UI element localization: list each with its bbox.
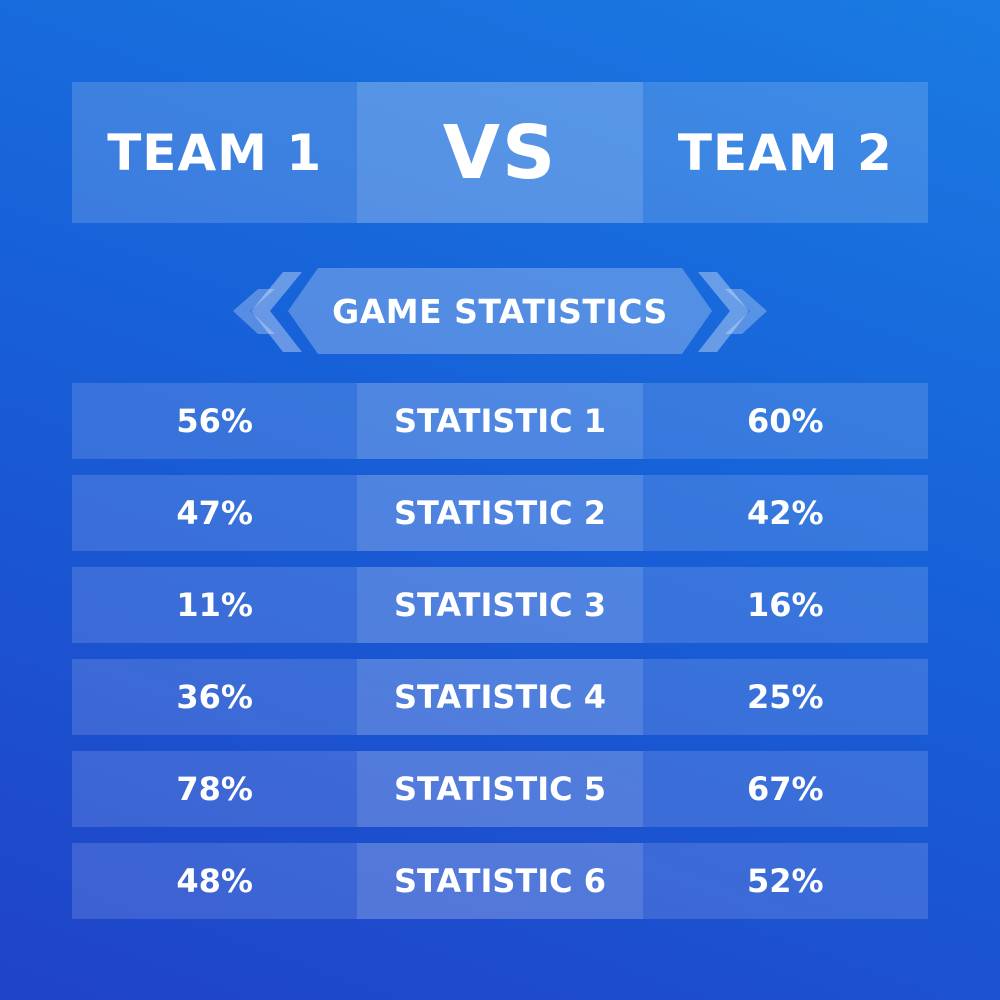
team-1-name: TEAM 1	[72, 82, 358, 223]
versus-label: VS	[357, 82, 643, 223]
table-row: 47% STATISTIC 2 42%	[72, 475, 928, 551]
chevron-right-inner-icon	[698, 272, 749, 352]
banner-shape	[233, 268, 767, 354]
table-row: 78% STATISTIC 5 67%	[72, 751, 928, 827]
statistic-label: STATISTIC 5	[357, 751, 643, 827]
team-2-value: 42%	[642, 475, 928, 551]
banner-title: GAME STATISTICS	[332, 291, 668, 331]
team-1-value: 11%	[72, 567, 358, 643]
team-2-value: 25%	[642, 659, 928, 735]
team-1-value: 48%	[72, 843, 358, 919]
table-row: 56% STATISTIC 1 60%	[72, 383, 928, 459]
statistics-table: 56% STATISTIC 1 60% 47% STATISTIC 2 42% …	[72, 383, 928, 935]
statistic-label: STATISTIC 1	[357, 383, 643, 459]
statistic-label: STATISTIC 6	[357, 843, 643, 919]
banner-hexagon	[288, 268, 712, 354]
matchup-header: TEAM 1 VS TEAM 2	[72, 82, 928, 223]
team-2-value: 67%	[642, 751, 928, 827]
statistic-label: STATISTIC 3	[357, 567, 643, 643]
game-statistics-banner: GAME STATISTICS	[0, 267, 1000, 357]
team-2-name: TEAM 2	[642, 82, 928, 223]
table-row: 36% STATISTIC 4 25%	[72, 659, 928, 735]
table-row: 48% STATISTIC 6 52%	[72, 843, 928, 919]
table-row: 11% STATISTIC 3 16%	[72, 567, 928, 643]
team-1-value: 56%	[72, 383, 358, 459]
team-2-value: 16%	[642, 567, 928, 643]
team-1-value: 36%	[72, 659, 358, 735]
team-1-value: 47%	[72, 475, 358, 551]
statistic-label: STATISTIC 2	[357, 475, 643, 551]
chevron-left-inner-icon	[251, 272, 302, 352]
team-2-value: 60%	[642, 383, 928, 459]
chevron-right-outer-icon	[725, 289, 767, 334]
team-1-value: 78%	[72, 751, 358, 827]
team-2-value: 52%	[642, 843, 928, 919]
chevron-left-outer-icon	[233, 289, 275, 334]
statistic-label: STATISTIC 4	[357, 659, 643, 735]
